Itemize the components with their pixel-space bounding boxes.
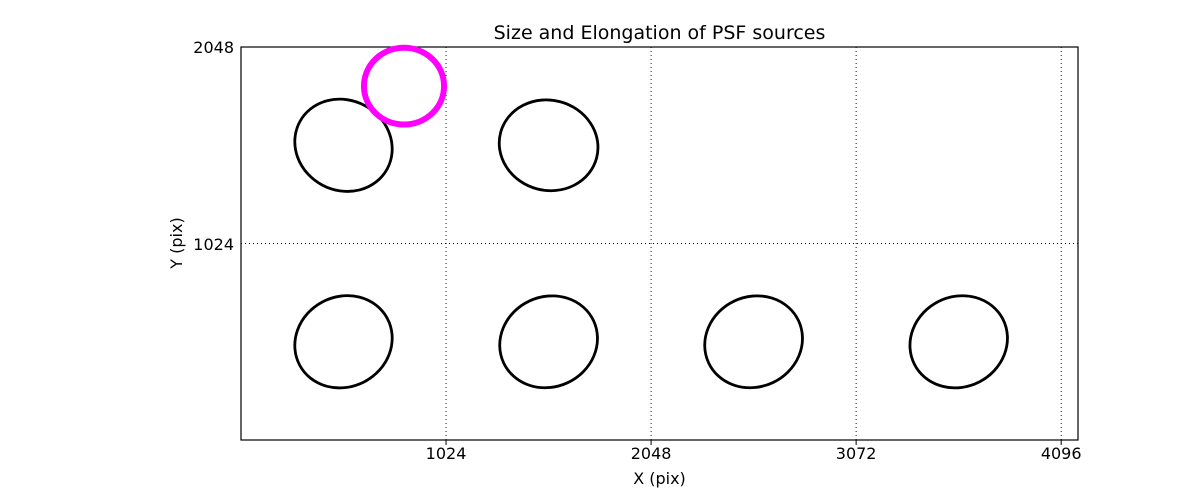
x-axis-label: X (pix) [633,469,686,488]
plot-border [240,46,1079,441]
psf-ellipse [908,294,1009,390]
psf-ellipse [703,294,804,390]
x-tick-label: 4096 [1040,444,1082,463]
x-tick-label: 1024 [425,444,467,463]
psf-ellipse [498,294,599,390]
chart-title: Size and Elongation of PSF sources [493,22,826,44]
psf-ellipse [497,98,600,193]
highlighted-psf-ellipse [360,44,448,128]
y-tick-label: 2048 [193,38,234,57]
x-tick-label: 3072 [835,444,877,463]
x-tick-label: 2048 [630,444,672,463]
psf-ellipse [293,294,394,390]
y-tick-label: 1024 [193,234,234,254]
psf-ellipse [293,97,394,193]
